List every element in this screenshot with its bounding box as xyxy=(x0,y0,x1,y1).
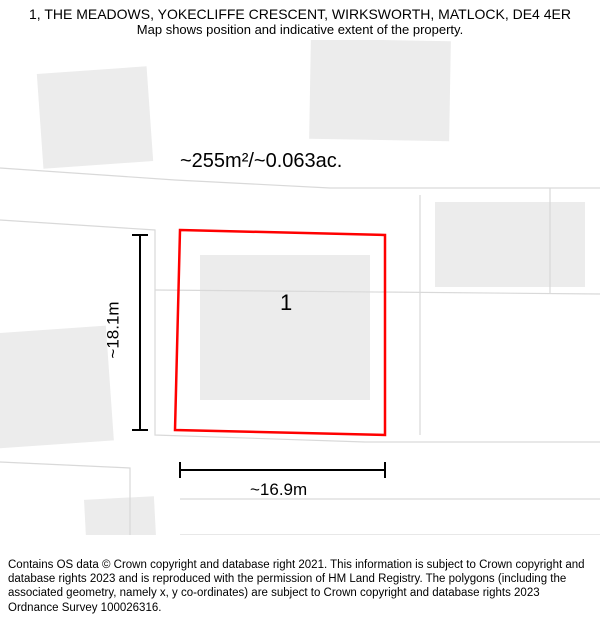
copyright-footer: Contains OS data © Crown copyright and d… xyxy=(0,552,600,625)
plot-number: 1 xyxy=(280,290,292,316)
dimension-vertical: ~18.1m xyxy=(104,301,124,358)
building-shape xyxy=(200,255,370,400)
header: 1, THE MEADOWS, YOKECLIFFE CRESCENT, WIR… xyxy=(0,0,600,39)
building-shape xyxy=(309,40,451,141)
building-shape xyxy=(37,66,153,168)
building-shape xyxy=(435,202,585,287)
building-shape xyxy=(84,496,156,535)
map-svg xyxy=(0,40,600,535)
map-area: ~255m²/~0.063ac. 1 ~18.1m ~16.9m xyxy=(0,40,600,535)
address-title: 1, THE MEADOWS, YOKECLIFFE CRESCENT, WIR… xyxy=(10,6,590,22)
map-subtitle: Map shows position and indicative extent… xyxy=(10,22,590,37)
area-label: ~255m²/~0.063ac. xyxy=(180,150,342,173)
dimension-horizontal: ~16.9m xyxy=(250,480,307,500)
building-shape xyxy=(0,326,114,450)
